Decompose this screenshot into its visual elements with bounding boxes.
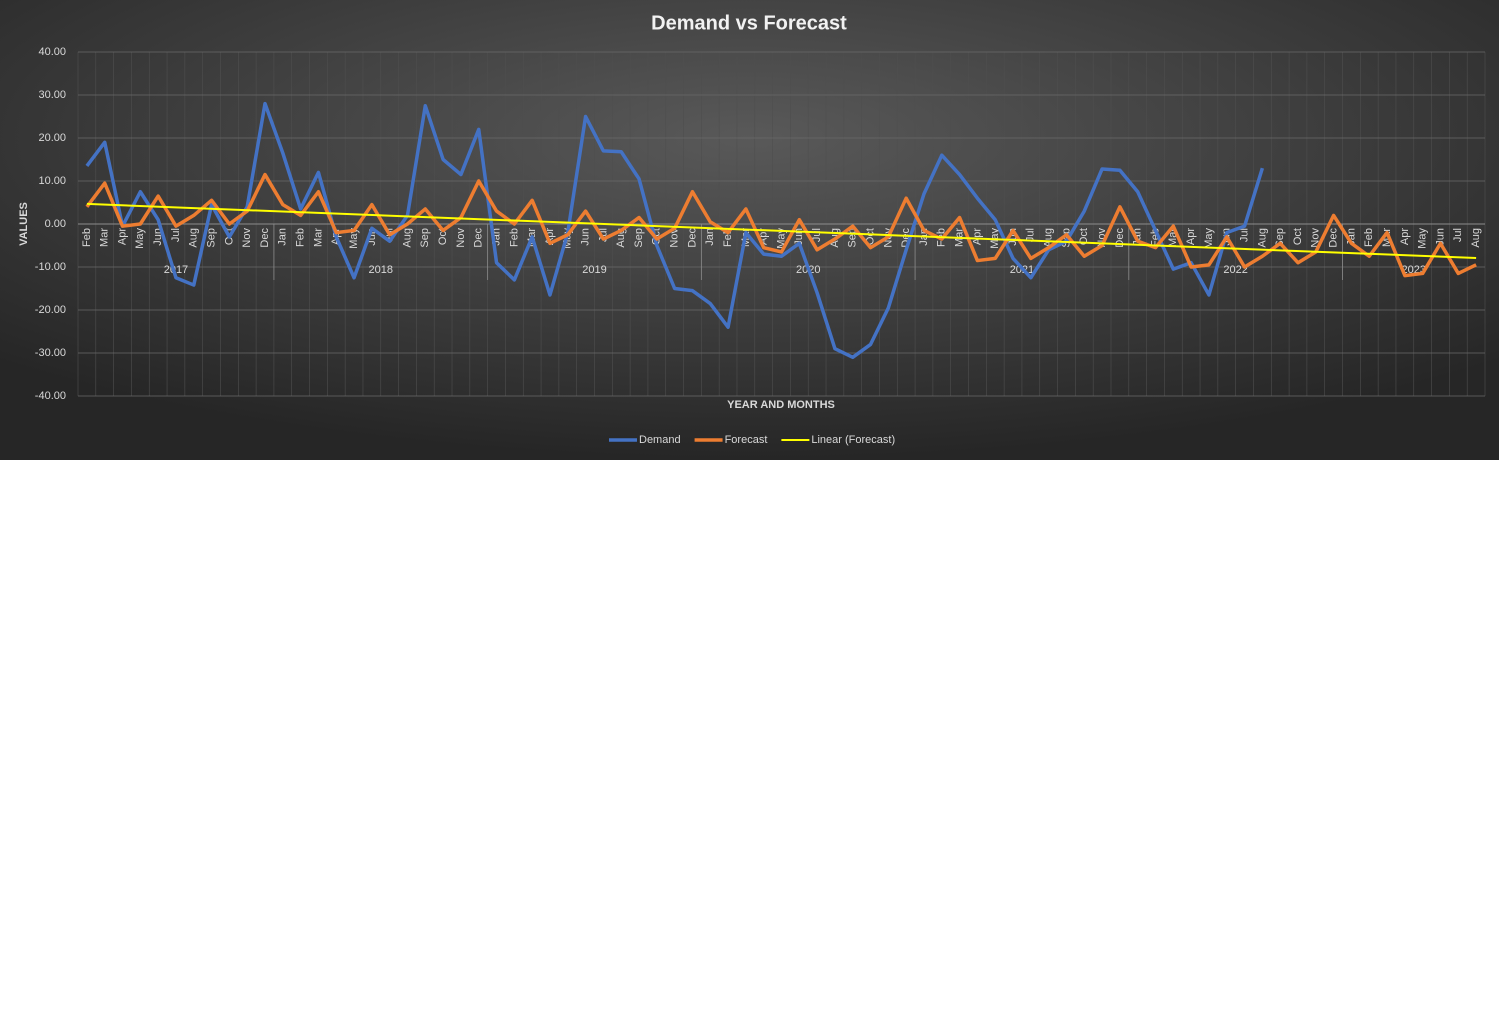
x-tick-label: Nov xyxy=(241,228,253,248)
x-tick-label: Mar xyxy=(99,228,111,247)
x-tick-label: Jul xyxy=(1452,228,1464,242)
y-tick-label: -10.00 xyxy=(35,261,66,273)
legend-label: Demand xyxy=(639,434,681,446)
x-tick-label: Jun xyxy=(579,228,591,246)
x-tick-label: Dec xyxy=(1114,228,1126,248)
x-tick-label: Jan xyxy=(277,228,289,246)
x-tick-label: Sep xyxy=(205,228,217,248)
y-tick-label: -20.00 xyxy=(35,304,66,316)
x-group-label: 2017 xyxy=(164,264,188,276)
chart-title: Demand vs Forecast xyxy=(651,12,847,34)
y-tick-label: 40.00 xyxy=(38,46,66,58)
x-tick-label: Jan xyxy=(704,228,716,246)
x-tick-label: Dec xyxy=(1328,228,1340,248)
x-tick-label: Sep xyxy=(419,228,431,248)
x-tick-label: Feb xyxy=(81,228,93,247)
y-tick-label: 20.00 xyxy=(38,132,66,144)
x-tick-label: Apr xyxy=(971,228,983,245)
x-tick-label: Aug xyxy=(1256,228,1268,248)
legend-label: Forecast xyxy=(725,434,768,446)
x-tick-label: Feb xyxy=(508,228,520,247)
x-tick-label: Sep xyxy=(1274,228,1286,248)
y-tick-label: -40.00 xyxy=(35,390,66,402)
x-tick-label: Oct xyxy=(1078,228,1090,245)
chart: Demand vs Forecast VALUES YEAR AND MONTH… xyxy=(0,0,1499,460)
x-tick-label: May xyxy=(348,228,360,249)
x-tick-label: Feb xyxy=(295,228,307,247)
x-tick-label: Oct xyxy=(864,228,876,245)
x-group-label: 2022 xyxy=(1223,264,1247,276)
x-tick-label: May xyxy=(134,228,146,249)
x-tick-label: May xyxy=(1417,228,1429,249)
x-tick-label: Dec xyxy=(473,228,485,248)
y-axis-title: VALUES xyxy=(18,202,30,246)
x-tick-label: Apr xyxy=(1399,228,1411,245)
x-tick-label: Aug xyxy=(401,228,413,248)
y-tick-label: -30.00 xyxy=(35,347,66,359)
x-tick-label: Apr xyxy=(116,228,128,245)
x-tick-label: Aug xyxy=(188,228,200,248)
series-line xyxy=(85,172,1477,278)
x-group-label: 2018 xyxy=(369,264,393,276)
x-tick-label: Jul xyxy=(1025,228,1037,242)
x-tick-label: May xyxy=(1203,228,1215,249)
x-tick-label: Jul xyxy=(1238,228,1250,242)
x-axis-title: YEAR AND MONTHS xyxy=(727,399,835,411)
x-tick-label: Feb xyxy=(1363,228,1375,247)
x-tick-label: Oct xyxy=(1292,228,1304,245)
x-tick-label: Jul xyxy=(170,228,182,242)
x-tick-label: Mar xyxy=(312,228,324,247)
x-tick-label: Oct xyxy=(437,228,449,245)
x-tick-label: Dec xyxy=(686,228,698,248)
x-group-label: 2019 xyxy=(582,264,606,276)
y-tick-label: 10.00 xyxy=(38,175,66,187)
x-tick-label: Aug xyxy=(1043,228,1055,248)
x-tick-label: Sep xyxy=(633,228,645,248)
x-tick-label: Aug xyxy=(1470,228,1482,248)
x-tick-label: Apr xyxy=(1185,228,1197,245)
x-tick-label: Nov xyxy=(455,228,467,248)
trendline xyxy=(86,202,1477,259)
legend-label: Linear (Forecast) xyxy=(811,434,895,446)
x-tick-label: Jun xyxy=(1434,228,1446,246)
y-tick-label: 30.00 xyxy=(38,89,66,101)
x-tick-label: May xyxy=(989,228,1001,249)
x-tick-label: Nov xyxy=(669,228,681,248)
x-tick-label: Dec xyxy=(259,228,271,248)
y-tick-label: 0.00 xyxy=(45,218,66,230)
